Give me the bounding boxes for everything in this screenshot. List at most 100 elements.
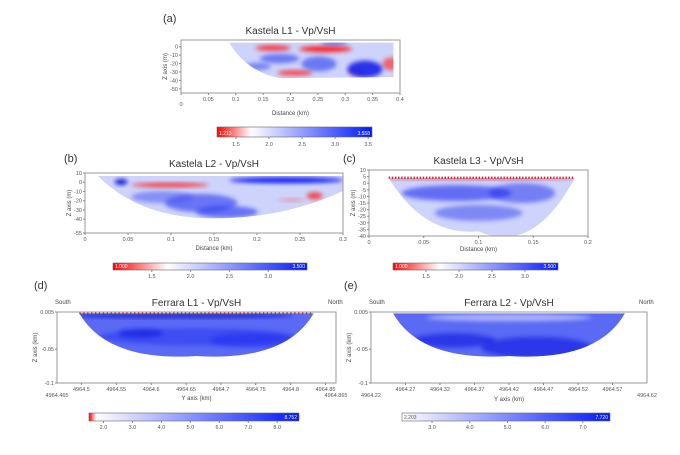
receiver-marker [106,312,109,315]
colorbar-tick-label: 7.0 [244,425,252,431]
x-tick-label: 4964.55 [106,387,126,393]
x-tick-label: 0.05 [418,240,429,246]
x-tick-label: 0.25 [313,97,324,103]
x-tick-label: 0.1 [232,97,240,103]
colorbar-tick-label: 1.5 [148,274,156,280]
x-end-label: 4964.62 [637,393,657,399]
colorbar-tick-label: 1.5 [232,142,240,148]
receiver-marker [522,176,524,179]
receiver-marker [208,312,210,315]
receiver-marker [484,176,487,179]
colorbar-tick-label: 6.0 [215,425,223,431]
colorbar: 1.000 3.500 1.5 2.0 2.5 3.0 [392,262,559,280]
panel-d: (d) Ferrara L1 - Vp/VsH South North 4964.5 49… [33,280,347,431]
x-tick-label: 4964.52 [568,387,588,393]
y-tick-label: 10 [76,171,82,177]
receiver-marker [200,312,202,315]
receiver-marker [509,176,512,179]
heatmap [79,313,314,357]
colorbar-max-label: 3.558 [357,131,370,137]
y-tick-label: -20 [74,199,82,205]
receiver-marker [466,176,468,179]
receiver-marker [447,176,450,179]
receiver-marker [444,176,446,179]
colorbar-tick-label: 3.0 [331,142,339,148]
receiver-marker [98,312,101,315]
receiver-marker [294,312,296,315]
receiver-marker [453,176,456,179]
y-tick-label: 0 [363,181,366,187]
receiver-marker [478,176,481,179]
x-end-label: 4964.865 [325,393,348,399]
receiver-marker [410,176,412,179]
low-ratio-anomaly [278,198,305,202]
receiver-marker [122,312,124,315]
y-tick-label: -40 [74,217,82,223]
receiver-marker [472,176,474,179]
x-tick-label: 0.3 [339,237,347,243]
y-tick-label: -30 [170,70,178,76]
high-ratio-zone [388,177,575,180]
colorbar-tick-label: 5.0 [187,425,195,431]
receiver-marker [413,176,415,179]
receiver-marker [305,312,308,315]
high-ratio-zone [244,62,271,71]
y-tick-label: -55 [74,231,82,237]
panel-e: (e) Ferrara L2 - Vp/VsH South North 4964.27 4… [344,280,657,431]
x-tick-label: 0.05 [123,237,134,243]
y-axis-label: Z axis (m) [67,190,73,217]
receiver-marker [450,176,453,179]
colorbar-tick-label: 2.0 [187,274,195,280]
heatmap [393,313,625,357]
receiver-marker [543,176,546,179]
receiver-marker [87,312,89,315]
x-axis-label: Distance (km) [272,111,309,117]
high-ratio-zone [131,191,194,203]
receiver-marker [494,176,496,179]
y-tick-label: -25 [358,214,366,220]
receiver-marker [391,176,394,179]
x-tick-label: 0.2 [584,240,592,246]
receiver-marker [161,312,163,315]
colorbar-tick-label: 3.0 [264,274,272,280]
x-tick-label: 0 [83,237,86,243]
receiver-marker [102,312,105,315]
x-tick-label: 4964.57 [603,387,623,393]
receiver-marker [274,312,277,315]
low-ratio-anomaly [277,70,313,76]
receiver-marker [407,176,409,179]
high-ratio-zone [426,314,592,322]
x-tick-label: 0.15 [209,237,220,243]
receiver-marker [270,312,273,315]
receiver-marker [565,176,567,179]
receiver-marker [456,176,459,179]
plot-frame [56,311,337,384]
receiver-marker [559,176,561,179]
y-tick-label: -50 [170,87,178,93]
high-ratio-zone [481,336,592,357]
receiver-marker [540,176,543,179]
colorbar-gradient [216,126,373,138]
colorbar-tick-label: 7.0 [579,425,587,431]
y-axis-label: Z axis (km) [347,333,353,363]
high-ratio-zone [301,56,337,72]
receiver-marker [491,176,493,179]
x-tick-label: 4964.85 [316,387,336,393]
high-ratio-zone [259,53,300,64]
receiver-marker [519,176,521,179]
x-tick-label: 4964.42 [499,387,519,393]
colorbar-max-label: 7.720 [595,415,608,421]
colorbar-tick-label: 4.0 [158,425,166,431]
south-label: South [55,300,71,306]
panel-label: (d) [34,280,47,292]
y-tick-label: -20 [358,208,366,214]
receiver-marker [435,176,437,179]
y-axis-label: Z axis (m) [163,53,169,80]
receiver-marker [180,312,183,315]
receiver-marker [487,176,490,179]
north-label: North [328,300,343,306]
receiver-marker [309,312,312,315]
x-tick-label: 4964.5 [73,387,90,393]
receiver-marker [550,176,552,179]
colorbar-tick-label: 2.5 [488,274,496,280]
